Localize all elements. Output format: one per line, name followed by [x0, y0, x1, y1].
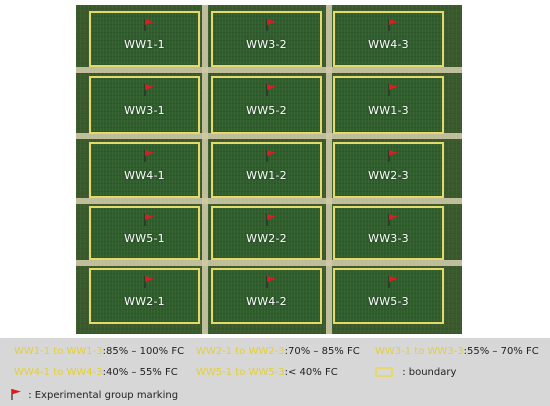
plot-label: WW2-2: [246, 231, 287, 245]
legend-ww3-range: WW3-1 to WW3-3: [375, 346, 464, 357]
legend-boundary-text: : boundary: [402, 367, 457, 378]
plot-label: WW4-2: [246, 294, 287, 308]
red-flag-icon: [387, 276, 398, 289]
plot-label: WW3-1: [124, 103, 165, 117]
plot-label: WW3-2: [246, 37, 287, 51]
legend-ww1-value: :85% – 100% FC: [102, 346, 185, 357]
plot: WW5-1: [89, 206, 200, 260]
red-flag-icon: [265, 84, 276, 97]
legend-ww5-value: :< 40% FC: [284, 367, 338, 378]
road-vertical: [326, 5, 332, 334]
plot: WW5-3: [333, 268, 444, 324]
legend-ww3-value: :55% – 70% FC: [463, 346, 539, 357]
red-flag-icon: [265, 150, 276, 163]
red-flag-icon: [265, 276, 276, 289]
plot: WW4-3: [333, 11, 444, 67]
legend-ww1: WW1-1 to WW1-3:85% – 100% FC: [14, 346, 184, 357]
plot-label: WW1-2: [246, 168, 287, 182]
red-flag-icon: [387, 19, 398, 32]
red-flag-icon: [265, 19, 276, 32]
red-flag-icon: [265, 214, 276, 226]
legend-flag: : Experimental group marking: [10, 388, 178, 401]
plot: WW4-1: [89, 142, 200, 198]
legend-ww2-range: WW2-1 to WW2-3: [196, 346, 285, 357]
road-horizontal: [76, 198, 462, 204]
red-flag-icon: [143, 214, 154, 226]
plot: WW3-3: [333, 206, 444, 260]
boundary-swatch-icon: [375, 367, 393, 377]
red-flag-icon: [143, 276, 154, 289]
legend-ww4: WW4-1 to WW4-3:40% – 55% FC: [14, 367, 178, 378]
road-horizontal: [76, 133, 462, 139]
plot-label: WW2-1: [124, 294, 165, 308]
plot: WW2-1: [89, 268, 200, 324]
plot-label: WW5-2: [246, 103, 287, 117]
legend-ww2: WW2-1 to WW2-3:70% – 85% FC: [196, 346, 360, 357]
legend-ww3: WW3-1 to WW3-3:55% – 70% FC: [375, 346, 539, 357]
red-flag-icon: [387, 150, 398, 163]
plot: WW5-2: [211, 76, 322, 134]
plot: WW4-2: [211, 268, 322, 324]
road-horizontal: [76, 260, 462, 266]
legend-ww1-range: WW1-1 to WW1-3: [14, 346, 103, 357]
red-flag-icon: [143, 150, 154, 163]
road-vertical: [202, 5, 208, 334]
red-flag-icon: [11, 389, 21, 400]
legend: WW1-1 to WW1-3:85% – 100% FC WW2-1 to WW…: [0, 338, 550, 406]
plot: WW1-1: [89, 11, 200, 67]
plot-label: WW3-3: [368, 231, 409, 245]
plot-label: WW1-3: [368, 103, 409, 117]
red-flag-icon: [143, 84, 154, 97]
red-flag-icon: [387, 214, 398, 226]
plot: WW1-3: [333, 76, 444, 134]
legend-ww5: WW5-1 to WW5-3:< 40% FC: [196, 367, 338, 378]
plot-label: WW4-1: [124, 168, 165, 182]
plot-label: WW5-1: [124, 231, 165, 245]
plot: WW3-2: [211, 11, 322, 67]
plot-label: WW2-3: [368, 168, 409, 182]
legend-ww5-range: WW5-1 to WW5-3: [196, 367, 285, 378]
red-flag-icon: [387, 84, 398, 97]
legend-flag-text: : Experimental group marking: [28, 389, 179, 401]
plot: WW1-2: [211, 142, 322, 198]
legend-ww4-value: :40% – 55% FC: [102, 367, 178, 378]
plot: WW2-3: [333, 142, 444, 198]
red-flag-icon: [143, 19, 154, 32]
plot-label: WW1-1: [124, 37, 165, 51]
plot: WW2-2: [211, 206, 322, 260]
plot-label: WW5-3: [368, 294, 409, 308]
legend-boundary: : boundary: [375, 367, 456, 378]
plot-label: WW4-3: [368, 37, 409, 51]
plot: WW3-1: [89, 76, 200, 134]
legend-ww4-range: WW4-1 to WW4-3: [14, 367, 103, 378]
road-horizontal: [76, 67, 462, 73]
legend-ww2-value: :70% – 85% FC: [284, 346, 360, 357]
